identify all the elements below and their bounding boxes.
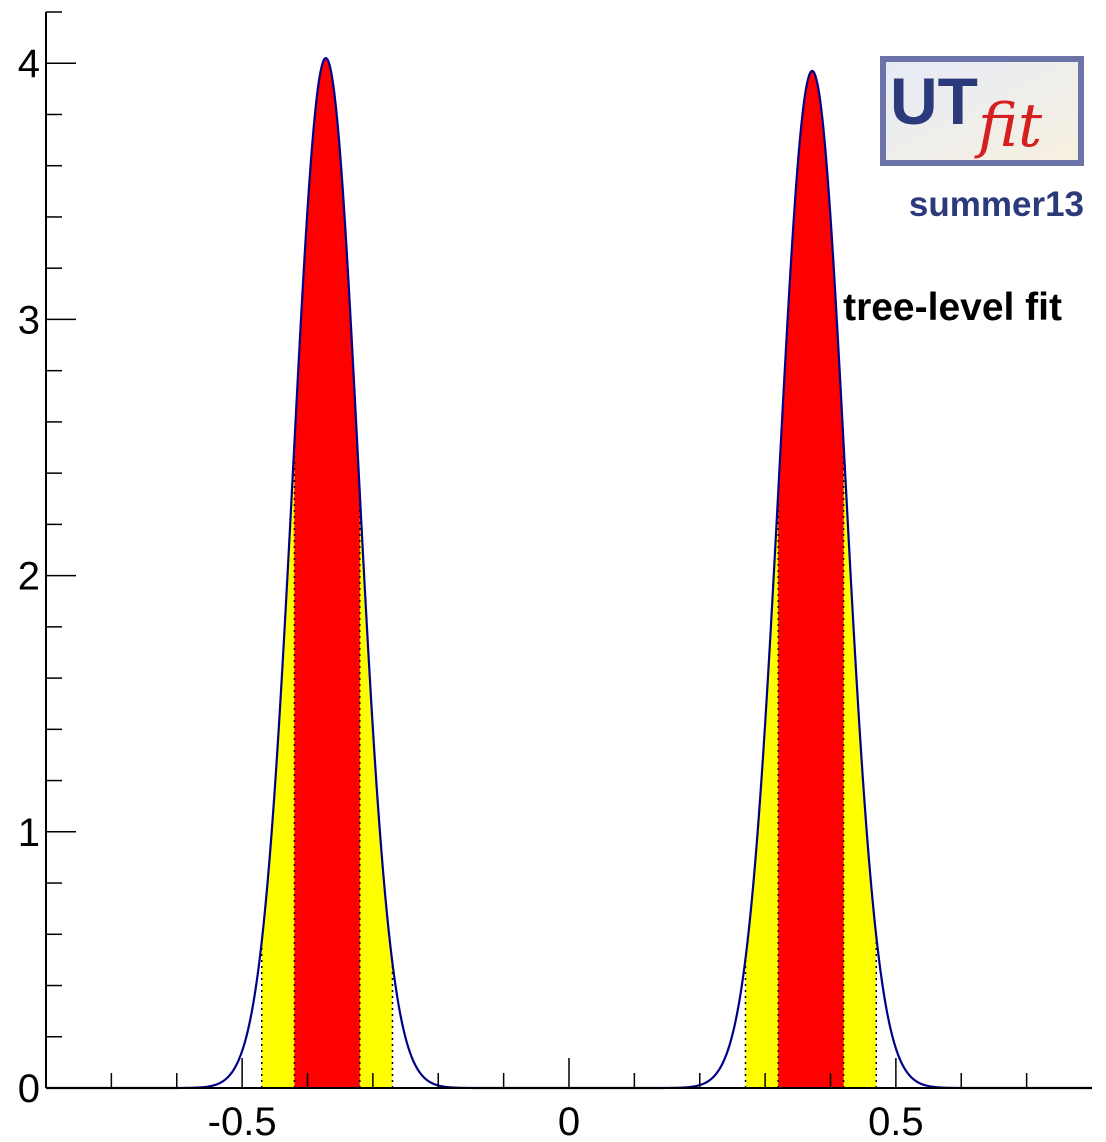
y-axis: 0 1 2 3 4	[18, 11, 76, 1111]
x-axis: -0.5 0 0.5	[110, 1058, 1028, 1142]
y-tick-label: 3	[18, 298, 40, 342]
credible-interval-bands	[260, 58, 878, 1089]
plot-frame	[45, 12, 1092, 1089]
x-tick-label: 0.5	[868, 1100, 924, 1142]
y-tick-label: 4	[18, 42, 40, 86]
utfit-logo: UT fit	[880, 56, 1084, 166]
x-tick-label: 0	[558, 1100, 580, 1142]
edition-label: summer13	[909, 185, 1084, 224]
band-68-peak-2	[778, 70, 844, 1089]
y-tick-label: 2	[18, 555, 40, 599]
band-68-peak-1	[294, 58, 360, 1088]
fit-type-label: tree-level fit	[843, 286, 1062, 329]
logo-main-text: UT	[890, 64, 978, 138]
y-tick-label: 1	[18, 811, 40, 855]
logo-sub-text: fit	[974, 91, 1043, 161]
y-tick-label: 0	[18, 1067, 40, 1111]
x-tick-label: -0.5	[208, 1100, 277, 1142]
